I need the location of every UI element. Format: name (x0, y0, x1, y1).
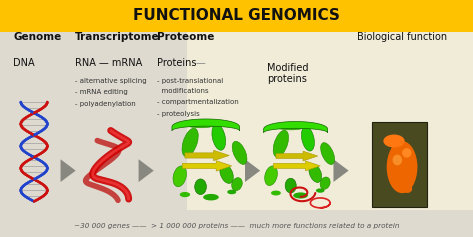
Text: FUNCTIONAL GENOMICS: FUNCTIONAL GENOMICS (133, 9, 340, 23)
Ellipse shape (316, 188, 324, 193)
Ellipse shape (232, 141, 247, 164)
Ellipse shape (386, 141, 417, 193)
Text: modifications: modifications (157, 88, 209, 94)
Text: Biological function: Biological function (357, 32, 447, 42)
Polygon shape (185, 150, 229, 161)
Ellipse shape (220, 164, 233, 183)
Ellipse shape (321, 143, 334, 164)
Ellipse shape (195, 179, 206, 195)
Text: Modified
proteins: Modified proteins (267, 63, 309, 84)
Ellipse shape (271, 191, 281, 196)
Ellipse shape (180, 192, 190, 197)
Ellipse shape (293, 192, 308, 199)
Bar (187, 32, 473, 210)
Text: RNA — mRNA: RNA — mRNA (75, 58, 142, 68)
Ellipse shape (232, 178, 242, 191)
Text: - polyadenylation: - polyadenylation (75, 101, 135, 107)
Ellipse shape (203, 194, 219, 201)
Bar (0, 0, 473, 32)
Ellipse shape (265, 166, 277, 186)
Ellipse shape (182, 128, 198, 157)
Text: Proteins: Proteins (157, 58, 197, 68)
Text: ~30 000 genes ——  > 1 000 000 proteins ——  much more functions related to a prot: ~30 000 genes —— > 1 000 000 proteins ——… (74, 223, 399, 229)
Polygon shape (139, 159, 154, 182)
Ellipse shape (276, 123, 306, 130)
Text: - proteolysis: - proteolysis (157, 111, 200, 117)
Bar (0, 210, 473, 237)
Ellipse shape (402, 148, 412, 158)
Ellipse shape (173, 166, 186, 187)
Text: —: — (196, 58, 206, 68)
Ellipse shape (393, 155, 402, 165)
Polygon shape (391, 147, 417, 182)
Text: - post-translational: - post-translational (157, 77, 223, 84)
Polygon shape (245, 159, 260, 182)
Text: Proteome: Proteome (157, 32, 214, 42)
Bar (372, 122, 427, 207)
Ellipse shape (185, 121, 216, 128)
Ellipse shape (309, 164, 322, 182)
Ellipse shape (212, 124, 226, 150)
Polygon shape (183, 161, 232, 171)
Ellipse shape (285, 178, 296, 193)
Ellipse shape (273, 130, 289, 157)
Ellipse shape (383, 135, 404, 147)
Text: - compartmentalization: - compartmentalization (157, 99, 239, 105)
Text: Transcriptome: Transcriptome (75, 32, 159, 42)
Text: - mRNA editing: - mRNA editing (75, 89, 128, 96)
Text: - alternative splicing: - alternative splicing (75, 77, 146, 84)
Polygon shape (333, 159, 349, 182)
Ellipse shape (301, 127, 315, 151)
Bar (0, 32, 187, 210)
Polygon shape (276, 151, 318, 161)
Polygon shape (273, 161, 320, 171)
Text: DNA: DNA (13, 58, 35, 68)
Text: Genome: Genome (13, 32, 61, 42)
Polygon shape (172, 119, 239, 131)
Ellipse shape (320, 177, 330, 189)
Ellipse shape (227, 190, 236, 194)
Ellipse shape (397, 179, 412, 193)
Polygon shape (61, 159, 76, 182)
Polygon shape (263, 122, 328, 133)
